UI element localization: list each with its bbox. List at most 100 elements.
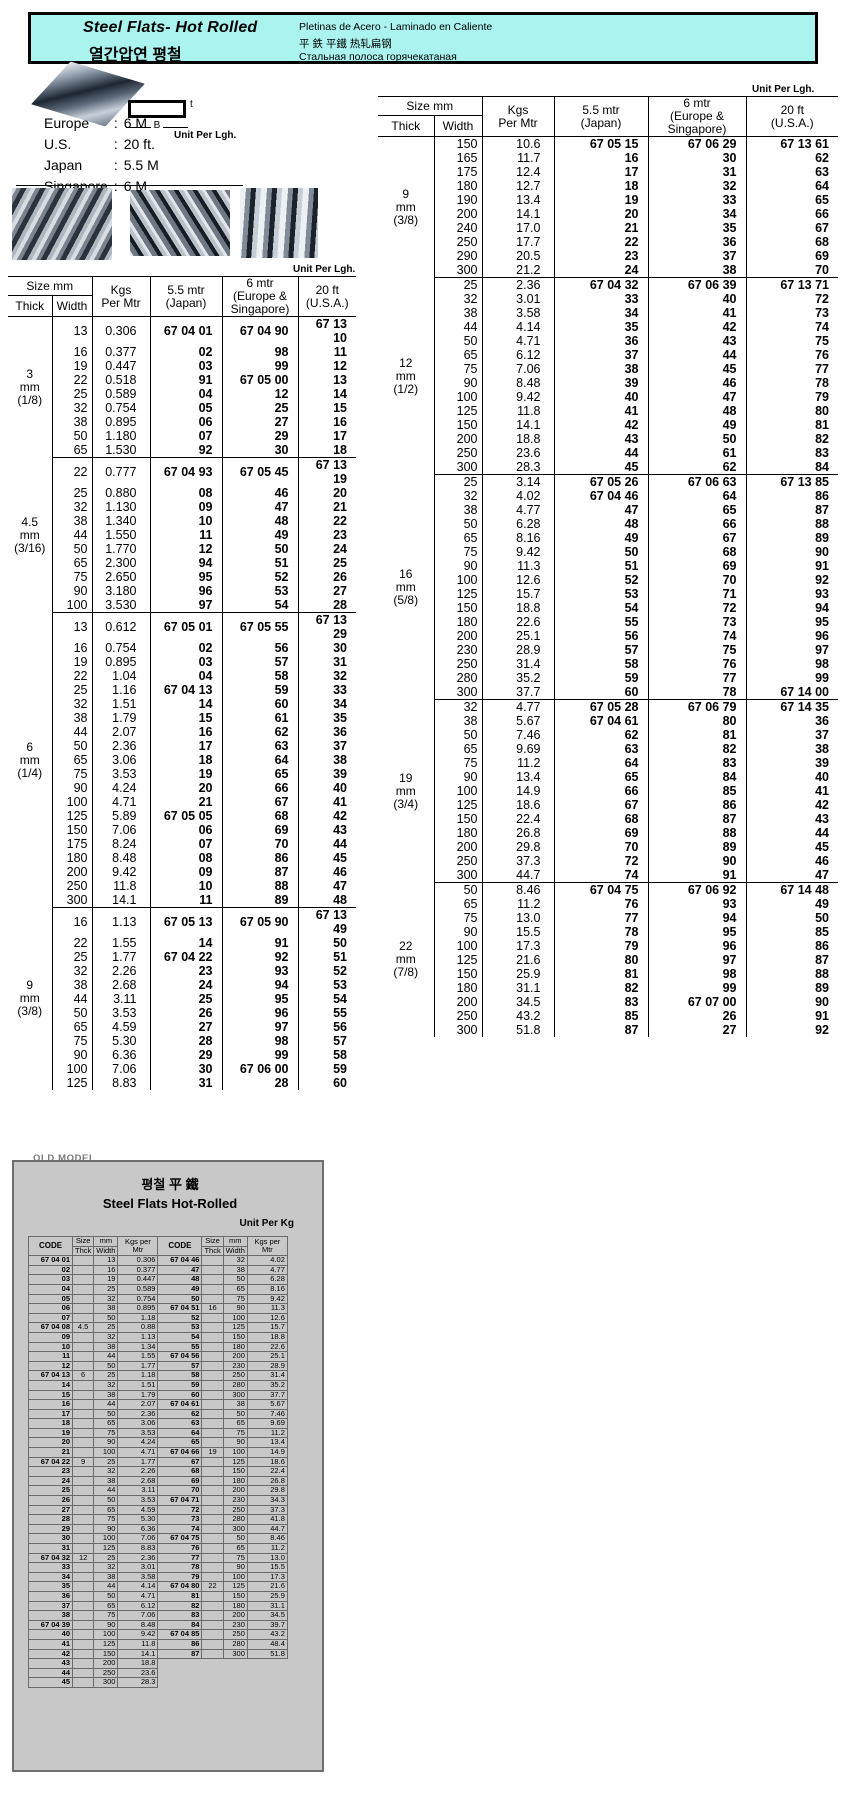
- width-cell: 65: [433, 897, 482, 911]
- old-thck-cell: [201, 1514, 224, 1525]
- old-thck-cell: [71, 1590, 95, 1602]
- width-cell: 230: [433, 643, 482, 657]
- code-japan-cell: 77: [553, 911, 648, 925]
- kgs-cell: 2.650: [91, 570, 150, 584]
- length-value: 20 ft.: [123, 136, 155, 152]
- code-usa-cell: 54: [297, 992, 356, 1006]
- kgs-cell: 5.67: [481, 714, 554, 728]
- old-thck-cell: [71, 1274, 95, 1285]
- old-code-cell: 23: [28, 1466, 73, 1477]
- code-usa-cell: 52: [297, 964, 356, 978]
- code-usa-cell: 26: [297, 570, 356, 584]
- width-cell: 200: [433, 207, 482, 221]
- old-thck-cell: [71, 1389, 95, 1401]
- code-usa-cell: 25: [297, 556, 356, 570]
- code-usa-cell: 76: [745, 348, 838, 362]
- kgs-cell: 4.71: [91, 795, 150, 809]
- title-banner: Steel Flats- Hot Rolled 열간압연 평철 Pletinas…: [28, 12, 818, 64]
- width-cell: 38: [433, 306, 482, 320]
- old-model-panel: 평철 平 鐵 Steel Flats Hot-Rolled Unit Per K…: [12, 1160, 324, 1772]
- code-japan-cell: 48: [553, 517, 648, 531]
- kgs-cell: 28.3: [481, 460, 554, 475]
- width-cell: 75: [51, 570, 92, 584]
- code-usa-cell: 20: [297, 486, 356, 500]
- code-usa-cell: 90: [745, 545, 838, 559]
- kgs-cell: 5.89: [91, 809, 150, 823]
- code-japan-cell: 97: [149, 598, 222, 613]
- table-row: 38 0.895 06 27 16: [8, 415, 356, 429]
- code-japan-cell: 03: [149, 359, 222, 373]
- table-row: 19 0.895 03 57 31: [8, 655, 356, 669]
- old-thck-cell: [71, 1485, 95, 1497]
- old-code-cell: 67 04 66: [157, 1447, 203, 1458]
- old-thck-cell: [201, 1466, 224, 1477]
- old-code-cell: 83: [157, 1610, 203, 1621]
- old-width-cell: 100: [222, 1447, 248, 1458]
- old-thck-cell: [201, 1504, 224, 1516]
- kgs-cell: 13.4: [481, 770, 554, 784]
- table-row: 150 22.4 68 87 43: [378, 812, 838, 826]
- code-usa-cell: 49: [745, 897, 838, 911]
- old-code-cell: 49: [157, 1283, 203, 1295]
- kgs-cell: 5.30: [91, 1034, 150, 1048]
- code-usa-cell: 15: [297, 401, 356, 415]
- code-europe-cell: 47: [221, 500, 298, 514]
- old-thck-cell: [201, 1437, 224, 1449]
- code-europe-cell: 27: [647, 1023, 746, 1037]
- table-row: 150 18.8 54 72 94: [378, 601, 838, 615]
- width-cell: 100: [51, 1062, 92, 1076]
- table-row: 175 12.4 17 31 63: [378, 165, 838, 179]
- code-japan-cell: 11: [149, 893, 222, 908]
- header-55-mtr-japan: 5.5 mtr (Japan): [149, 276, 222, 317]
- code-usa-cell: 36: [297, 725, 356, 739]
- length-value: 6 M: [123, 115, 148, 131]
- old-width-cell: 44: [93, 1399, 119, 1410]
- table-row: 300 51.8 87 27 92: [378, 1023, 838, 1037]
- old-thck-cell: [71, 1667, 95, 1679]
- width-cell: 32: [433, 699, 482, 714]
- kgs-cell: 2.36: [481, 277, 554, 292]
- table-row: 150 14.1 42 49 81: [378, 418, 838, 432]
- old-thck-cell: [201, 1475, 224, 1487]
- code-europe-cell: 69: [221, 823, 298, 837]
- old-thck-cell: [71, 1303, 95, 1314]
- code-europe-cell: 89: [221, 893, 298, 908]
- width-cell: 150: [433, 967, 482, 981]
- code-japan-cell: 47: [553, 503, 648, 517]
- code-europe-cell: 81: [647, 728, 746, 742]
- kgs-cell: 11.2: [481, 897, 554, 911]
- code-europe-cell: 30: [221, 443, 298, 458]
- old-thck-cell: [71, 1619, 95, 1631]
- code-japan-cell: 26: [149, 1006, 222, 1020]
- old-width-cell: 90: [222, 1303, 248, 1314]
- table-row: 90 4.24 20 66 40: [8, 781, 356, 795]
- kgs-cell: 6.36: [91, 1048, 150, 1062]
- width-cell: 75: [51, 1034, 92, 1048]
- kgs-cell: 8.16: [481, 531, 554, 545]
- code-japan-cell: 40: [553, 390, 648, 404]
- code-japan-cell: 43: [553, 432, 648, 446]
- code-japan-cell: 09: [149, 500, 222, 514]
- kgs-cell: 11.3: [481, 559, 554, 573]
- code-japan-cell: 38: [553, 362, 648, 376]
- table-row: 90 6.36 29 99 58: [8, 1048, 356, 1062]
- old-thck-cell: [201, 1533, 224, 1544]
- old-model-title-english: Steel Flats Hot-Rolled: [102, 1196, 238, 1211]
- kgs-cell: 3.14: [481, 474, 554, 489]
- width-cell: 25: [51, 683, 92, 697]
- old-thck-cell: [201, 1399, 224, 1410]
- code-japan-cell: 22: [553, 235, 648, 249]
- code-europe-cell: 67: [647, 531, 746, 545]
- code-usa-cell: 63: [745, 165, 838, 179]
- code-usa-cell: 98: [745, 657, 838, 671]
- code-europe-cell: 94: [647, 911, 746, 925]
- width-cell: 250: [433, 1009, 482, 1023]
- thickness-cell: 3 mm (1/8): [17, 366, 43, 407]
- table-row: 180 8.48 08 86 45: [8, 851, 356, 865]
- code-europe-cell: 46: [221, 486, 298, 500]
- old-kgs-cell: 0.88: [117, 1322, 159, 1333]
- code-japan-cell: 67 05 05: [149, 809, 222, 823]
- kgs-cell: 8.83: [91, 1076, 150, 1090]
- code-europe-cell: 32: [647, 179, 746, 193]
- old-kgs-cell: 9.42: [117, 1629, 159, 1640]
